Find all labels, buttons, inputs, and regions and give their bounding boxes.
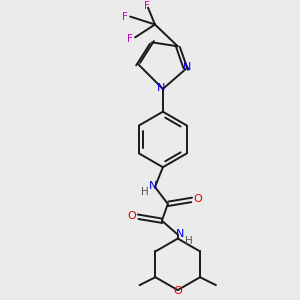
Text: F: F <box>127 34 133 44</box>
Text: N: N <box>182 62 191 72</box>
Text: O: O <box>128 211 136 221</box>
Text: H: H <box>141 187 149 197</box>
Text: O: O <box>173 286 182 296</box>
Text: F: F <box>122 12 128 22</box>
Text: O: O <box>193 194 202 204</box>
Text: F: F <box>144 1 150 11</box>
Text: N: N <box>149 181 157 191</box>
Text: H: H <box>185 236 193 245</box>
Text: N: N <box>157 83 165 93</box>
Text: N: N <box>176 229 184 238</box>
